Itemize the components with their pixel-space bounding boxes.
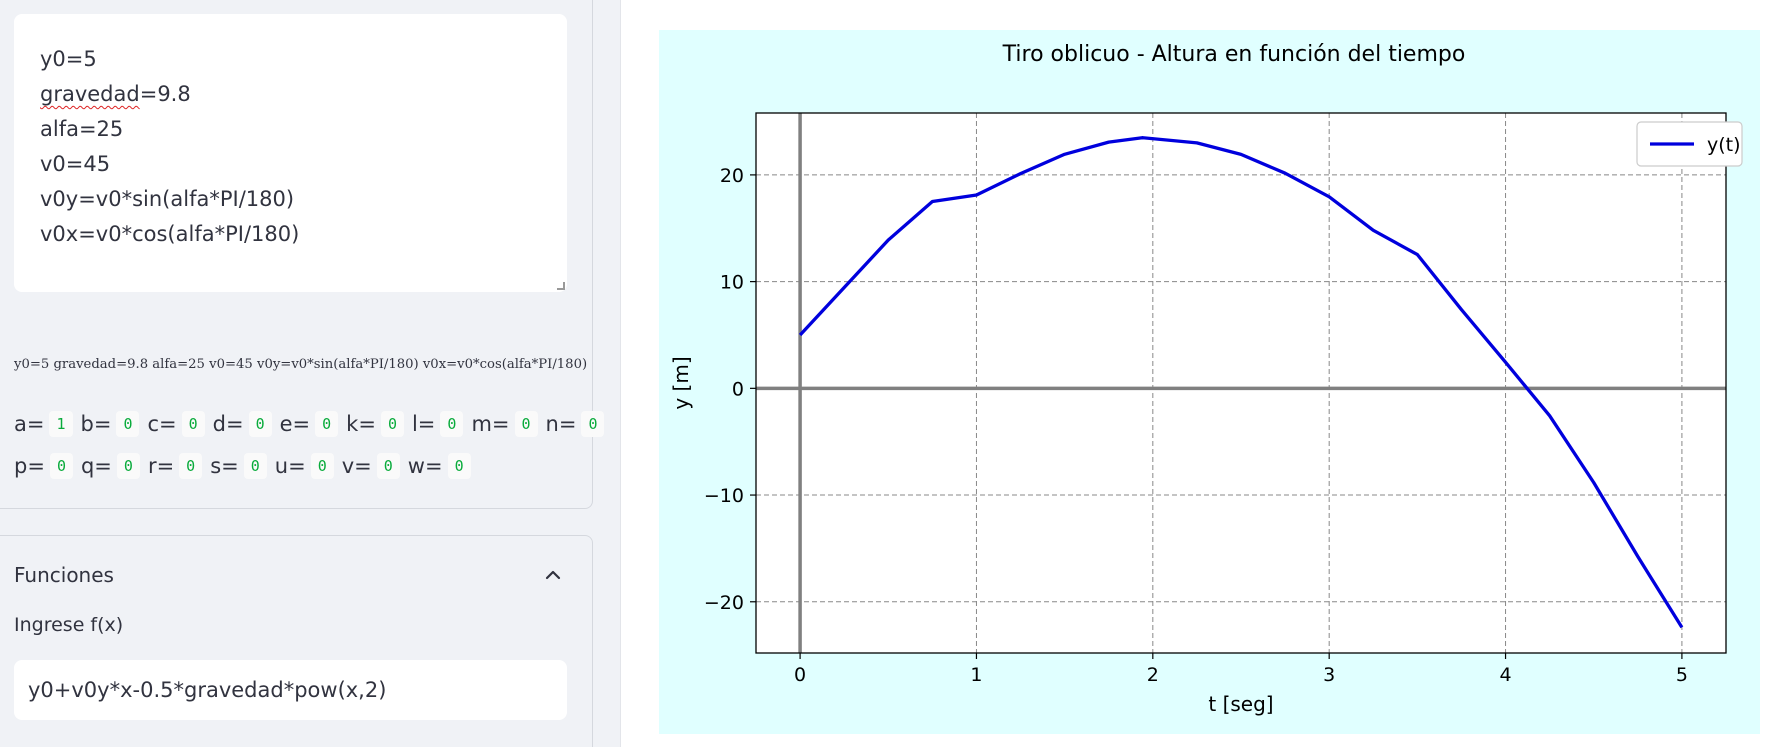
parameter-label: w= [407, 454, 443, 478]
y-tick-label: 10 [720, 272, 744, 294]
parameter-value: 0 [116, 453, 140, 479]
parameter-value: 0 [376, 453, 400, 479]
parameter-value: 0 [49, 453, 73, 479]
fx-input[interactable]: y0+v0y*x-0.5*gravedad*pow(x,2) [14, 660, 567, 720]
x-tick-label: 2 [1147, 664, 1159, 686]
parameter-value: 0 [440, 411, 464, 437]
parameters-row: a= 1 b= 0 c= 0 d= 0 e= 0 k= 0 l= 0 m= 0 n= 0 [14, 411, 612, 437]
parameter-w: w= 0 [408, 453, 471, 479]
parameter-label: c= [147, 412, 177, 436]
parameter-value: 0 [310, 453, 334, 479]
parameter-value: 0 [315, 411, 339, 437]
parameter-label: v= [341, 454, 372, 478]
parameter-q: q= 0 [81, 453, 140, 479]
parameter-p: p= 0 [14, 453, 73, 479]
parameter-label: k= [346, 412, 376, 436]
parameter-value: 0 [243, 453, 267, 479]
parameter-label: u= [274, 454, 306, 478]
parameter-label: a= [14, 412, 45, 436]
parameter-n: n= 0 [546, 411, 605, 437]
parameter-value: 1 [49, 411, 73, 437]
parameter-label: e= [279, 412, 311, 436]
legend-label: y(t) [1707, 134, 1741, 156]
variables-line: alfa=25 [40, 112, 541, 147]
parameter-label: l= [411, 412, 436, 436]
variables-line-text: alfa=25 [40, 117, 124, 141]
parameter-b: b= 0 [81, 411, 140, 437]
parameter-m: m= 0 [471, 411, 538, 437]
x-axis-label: t [seg] [1208, 692, 1273, 716]
functions-title: Funciones [14, 563, 114, 587]
plot-frame [755, 112, 1727, 654]
parameter-label: r= [147, 454, 175, 478]
parameter-l: l= 0 [411, 411, 464, 437]
chart-title: Tiro oblicuo - Altura en función del tie… [1002, 42, 1466, 67]
parameter-value: 0 [179, 453, 203, 479]
parameter-a: a= 1 [14, 411, 73, 437]
plot-background [756, 113, 1726, 653]
parameter-label: d= [212, 412, 244, 436]
parameter-value: 0 [581, 411, 605, 437]
variables-panel: y0=5 gravedad=9.8 alfa=25 v0=45 v0y=v0*s… [0, 0, 605, 509]
variables-line: gravedad=9.8 [40, 77, 541, 112]
rendered-equations: y0=5 gravedad=9.8 alfa=25 v0=45 v0y=v0*s… [14, 357, 588, 372]
y-tick-label: −10 [704, 485, 744, 507]
parameter-u: u= 0 [275, 453, 334, 479]
parameter-r: r= 0 [147, 453, 203, 479]
variables-line-text: =9.8 [139, 82, 191, 106]
chevron-up-icon[interactable] [542, 564, 564, 586]
x-tick-label: 3 [1323, 664, 1335, 686]
parameter-s: s= 0 [210, 453, 267, 479]
parameter-label: b= [80, 412, 112, 436]
parameter-e: e= 0 [280, 411, 339, 437]
parameter-k: k= 0 [346, 411, 404, 437]
fx-input-label: Ingrese f(x) [14, 614, 124, 636]
parameter-label: p= [14, 454, 45, 478]
parameter-v: v= 0 [342, 453, 400, 479]
variables-line: v0=45 [40, 147, 541, 182]
y-tick-label: 0 [732, 378, 744, 400]
variables-line-text: v0x=v0*cos(alfa*PI/180) [40, 222, 300, 246]
variables-line: y0=5 [40, 42, 541, 77]
variables-line-text: v0y=v0*sin(alfa*PI/180) [40, 187, 295, 211]
parameter-value: 0 [248, 411, 272, 437]
variables-line: v0y=v0*sin(alfa*PI/180) [40, 182, 541, 217]
x-tick-label: 4 [1499, 664, 1511, 686]
functions-expander-header[interactable]: Funciones [14, 560, 564, 590]
parameter-label: q= [80, 454, 112, 478]
parameters-row: p= 0 q= 0 r= 0 s= 0 u= 0 v= 0 w= 0 [14, 453, 479, 479]
variables-line-text: v0=45 [40, 152, 111, 176]
parameter-value: 0 [181, 411, 205, 437]
parameter-label: n= [545, 412, 577, 436]
parameter-d: d= 0 [213, 411, 272, 437]
sidebar: y0=5 gravedad=9.8 alfa=25 v0=45 v0y=v0*s… [0, 0, 621, 747]
parameter-value: 0 [380, 411, 404, 437]
x-tick-label: 1 [970, 664, 982, 686]
y-tick-label: 20 [720, 165, 744, 187]
y-axis-label: y [m] [669, 356, 693, 409]
y-tick-label: −20 [704, 592, 744, 614]
resize-handle[interactable] [557, 282, 565, 290]
parameter-label: m= [471, 412, 510, 436]
parameter-value: 0 [514, 411, 538, 437]
parameter-value: 0 [116, 411, 140, 437]
parameter-c: c= 0 [147, 411, 205, 437]
x-tick-label: 0 [794, 664, 806, 686]
parameter-value: 0 [447, 453, 471, 479]
series-line-y-t [798, 136, 1684, 629]
parameter-label: s= [210, 454, 239, 478]
plot-area: 0 1 2 3 4 5 −20 −10 0 10 20 Tiro oblicuo - Altura e… [659, 30, 1760, 734]
spellcheck-word: gravedad [40, 82, 140, 106]
chart: 0 1 2 3 4 5 −20 −10 0 10 20 Tiro oblicuo - Altura e… [669, 42, 1743, 716]
functions-panel: Funciones Ingrese f(x) y0+v0y*x-0.5*grav… [0, 535, 593, 747]
variables-line-text: y0=5 [40, 47, 97, 71]
variables-line: v0x=v0*cos(alfa*PI/180) [40, 217, 541, 252]
variables-textarea[interactable]: y0=5 gravedad=9.8 alfa=25 v0=45 v0y=v0*s… [14, 14, 567, 292]
x-tick-label: 5 [1676, 664, 1688, 686]
